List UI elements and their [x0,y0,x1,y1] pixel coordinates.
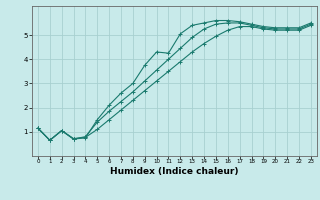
X-axis label: Humidex (Indice chaleur): Humidex (Indice chaleur) [110,167,239,176]
